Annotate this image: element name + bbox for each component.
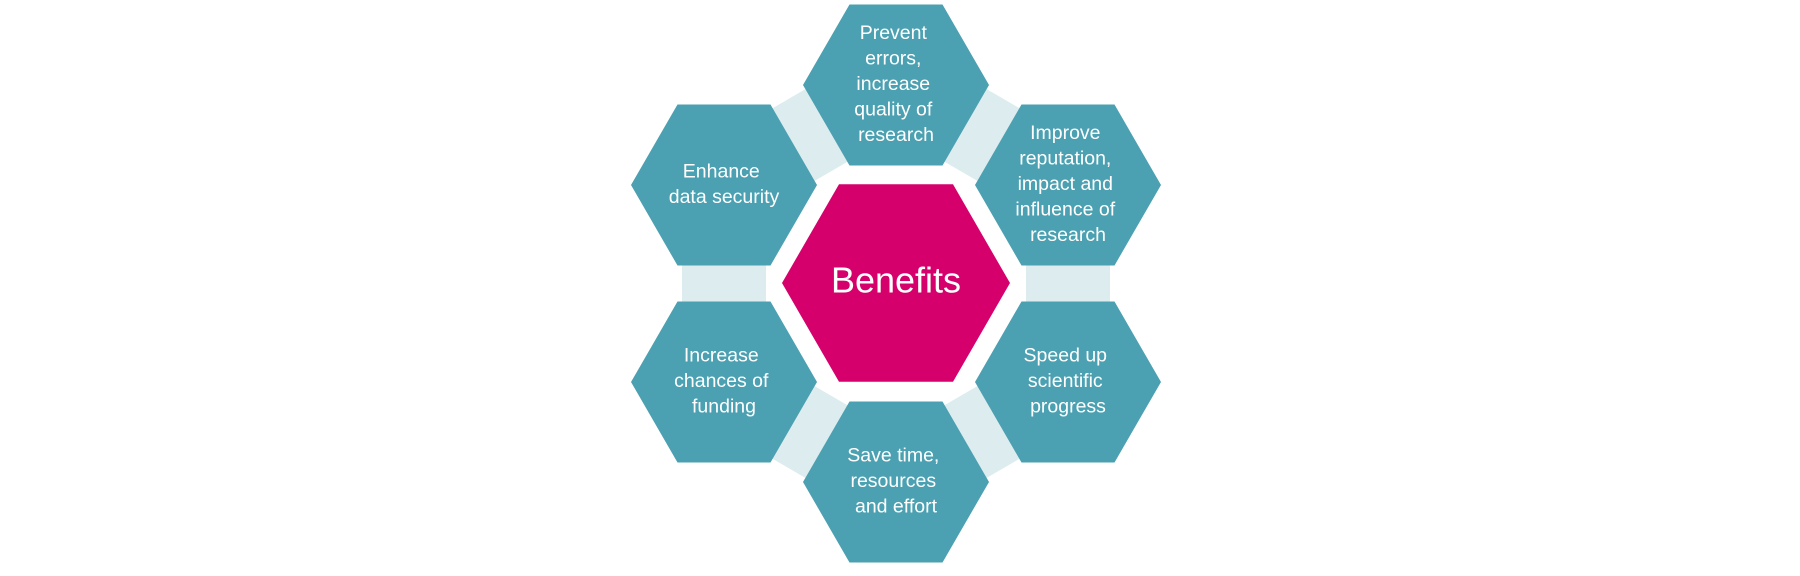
benefit-hexagon — [975, 301, 1161, 463]
benefit-label-line: Improve — [1030, 122, 1100, 144]
benefit-save-time: Save time, resources and effort — [803, 401, 989, 563]
benefit-label-line: impact and — [1018, 173, 1113, 195]
benefit-label-line: progress — [1030, 396, 1106, 418]
benefit-label-line: funding — [692, 396, 756, 418]
center-hex-group: Benefits — [782, 184, 1010, 382]
benefit-label-line: increase — [856, 73, 930, 95]
benefit-label-line: Enhance — [683, 160, 760, 182]
benefit-label: Prevent errors, increase quality of rese… — [854, 22, 937, 146]
benefit-label-line: and effort — [855, 496, 938, 518]
benefit-label-line: influence of — [1015, 199, 1115, 221]
benefit-hexagon — [803, 401, 989, 563]
benefit-label-line: reputation, — [1019, 148, 1111, 170]
benefit-hexagon — [631, 104, 817, 266]
benefit-prevent-errors: Prevent errors, increase quality of rese… — [803, 4, 989, 166]
benefit-hexagon — [631, 301, 817, 463]
benefit-label-line: quality of — [854, 99, 933, 121]
benefit-label-line: errors, — [865, 48, 921, 70]
benefit-hexagon — [975, 104, 1161, 266]
benefit-label-line: Speed up — [1024, 345, 1108, 367]
benefit-label-line: Increase — [684, 345, 759, 367]
benefit-label-line: chances of — [674, 370, 769, 392]
benefit-speed-up-progress: Speed up scientific progress — [975, 301, 1161, 463]
benefit-label-line: Save time, — [847, 445, 939, 467]
benefit-label: Save time, resources and effort — [847, 445, 945, 518]
benefit-improve-reputation: Improve reputation, impact and influence… — [975, 104, 1161, 266]
benefit-label: Increase chances of funding — [674, 345, 774, 418]
benefit-label: Enhance data security — [669, 160, 780, 208]
benefit-label-line: research — [1030, 224, 1106, 246]
benefit-label-line: resources — [850, 470, 936, 492]
benefit-label: Improve reputation, impact and influence… — [1015, 122, 1120, 246]
benefit-data-security: Enhance data security — [631, 104, 817, 266]
benefit-label: Speed up scientific progress — [1024, 345, 1113, 418]
benefit-label-line: research — [858, 124, 934, 146]
benefit-increase-funding: Increase chances of funding — [631, 301, 817, 463]
benefit-label-line: data security — [669, 186, 780, 208]
center-hexagon — [782, 184, 1010, 382]
center-label: Benefits — [831, 260, 961, 301]
benefit-label-line: scientific — [1028, 370, 1103, 392]
benefit-hexagon — [803, 4, 989, 166]
benefit-label-line: Prevent — [860, 22, 928, 44]
